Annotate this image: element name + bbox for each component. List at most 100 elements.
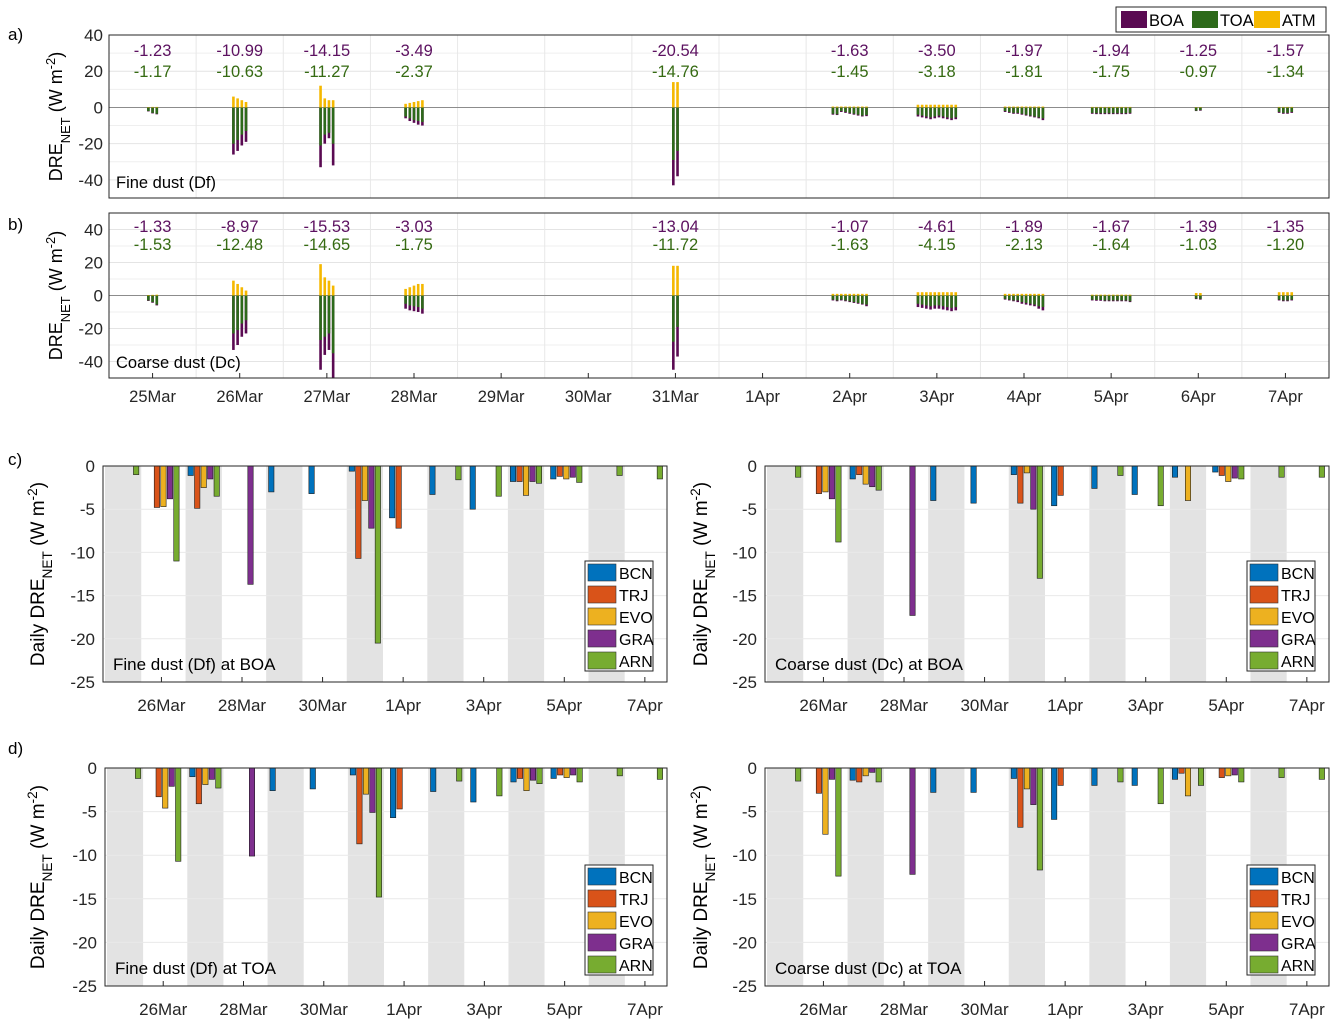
bar-arn bbox=[456, 767, 463, 782]
bar-bcn bbox=[1212, 465, 1219, 473]
legend-label-bcn: BCN bbox=[1281, 566, 1315, 583]
bar-atm bbox=[416, 283, 420, 296]
bar-toa bbox=[1194, 107, 1198, 111]
bar-evo bbox=[362, 767, 369, 795]
bar-arn bbox=[375, 767, 382, 898]
bar-evo bbox=[200, 465, 207, 488]
bar-toa bbox=[236, 107, 239, 141]
bar-atm bbox=[1282, 106, 1285, 108]
bar-bcn bbox=[348, 465, 355, 472]
bar-atm bbox=[404, 103, 407, 108]
x-tick-label: 26Mar bbox=[216, 388, 263, 406]
bar-bcn bbox=[970, 767, 977, 793]
y-tick-label: 0 bbox=[94, 98, 103, 117]
bar-toa bbox=[1103, 107, 1107, 114]
bar-toa bbox=[831, 107, 835, 114]
bar-evo bbox=[523, 767, 530, 791]
bar-atm bbox=[937, 292, 941, 296]
legend-swatch-evo bbox=[587, 607, 617, 626]
bar-bcn bbox=[930, 767, 937, 793]
x-tick-label: 4Apr bbox=[1007, 388, 1042, 406]
bar-bcn bbox=[1131, 767, 1138, 786]
bar-toa bbox=[155, 107, 159, 114]
bar-arn bbox=[875, 465, 882, 491]
bar-toa bbox=[319, 295, 322, 341]
legend-swatch-trj bbox=[587, 585, 617, 604]
bar-atm bbox=[1041, 106, 1045, 108]
bar-atm bbox=[331, 285, 335, 296]
y-tick-label: 0 bbox=[94, 287, 103, 306]
x-tick-label: 26Mar bbox=[139, 1000, 188, 1019]
bar-arn bbox=[795, 767, 802, 782]
bar-gra bbox=[207, 465, 214, 480]
bar-atm bbox=[240, 287, 244, 296]
y-tick-label: -5 bbox=[742, 500, 757, 519]
bar-atm bbox=[1008, 293, 1011, 296]
bar-atm bbox=[916, 292, 920, 296]
bar-toa bbox=[929, 107, 932, 118]
bar-toa bbox=[852, 295, 856, 303]
daily-boa-label: -1.07 bbox=[831, 218, 869, 236]
bar-toa bbox=[1090, 107, 1094, 113]
bar-toa bbox=[848, 107, 852, 113]
bar-arn bbox=[1117, 767, 1124, 783]
bar-arn bbox=[133, 465, 140, 475]
bar-arn bbox=[173, 465, 180, 562]
bar-gra bbox=[570, 767, 577, 776]
bar-arn bbox=[536, 767, 543, 784]
bar-toa bbox=[244, 295, 248, 321]
bar-atm bbox=[835, 293, 839, 296]
bar-atm bbox=[323, 277, 327, 296]
bar-gra bbox=[168, 767, 175, 787]
bar-arn bbox=[535, 465, 542, 484]
bar-atm bbox=[319, 264, 322, 296]
bar-atm bbox=[1290, 106, 1294, 108]
bar-atm bbox=[151, 294, 154, 296]
x-tick-label: 7Apr bbox=[1289, 696, 1325, 715]
bar-atm bbox=[1116, 294, 1119, 296]
bar-atm bbox=[1128, 106, 1132, 108]
bar-toa bbox=[1095, 295, 1098, 300]
daily-boa-label: -1.39 bbox=[1179, 218, 1217, 236]
bar-arn bbox=[835, 465, 842, 543]
bar-toa bbox=[1037, 107, 1040, 118]
x-tick-label: 7Apr bbox=[627, 696, 663, 715]
bar-trj bbox=[1017, 465, 1024, 504]
weekend-shading bbox=[427, 466, 464, 682]
panel-annotation: Fine dust (Df) bbox=[116, 174, 216, 192]
bar-atm bbox=[941, 104, 945, 108]
bar-bcn bbox=[470, 767, 477, 803]
legend-swatch-arn bbox=[587, 651, 617, 670]
bar-toa bbox=[835, 295, 839, 301]
x-tick-label: 1Apr bbox=[745, 388, 780, 406]
bar-bcn bbox=[349, 767, 356, 776]
y-tick-label: 0 bbox=[748, 759, 757, 778]
x-tick-label: 31Mar bbox=[652, 388, 699, 406]
legend-swatch-arn bbox=[1249, 955, 1279, 974]
bar-toa bbox=[1290, 295, 1294, 300]
bar-toa bbox=[1111, 295, 1115, 301]
daily-boa-label: -1.57 bbox=[1267, 42, 1305, 60]
bar-toa bbox=[920, 107, 924, 116]
bar-toa bbox=[933, 295, 937, 306]
daily-toa-label: -1.03 bbox=[1179, 236, 1217, 254]
bar-bcn bbox=[1172, 465, 1179, 478]
bar-toa bbox=[404, 107, 407, 117]
y-tick-label: -25 bbox=[72, 977, 97, 996]
bar-gra bbox=[369, 767, 376, 813]
legend-swatch-bcn bbox=[587, 563, 617, 582]
bar-bcn bbox=[389, 465, 396, 519]
legend-swatch-atm bbox=[1254, 11, 1280, 28]
bar-bcn bbox=[429, 465, 436, 495]
bar-bcn bbox=[1091, 767, 1098, 786]
legend-label-trj: TRJ bbox=[619, 892, 648, 909]
bar-atm bbox=[1095, 294, 1098, 296]
bar-toa bbox=[852, 107, 856, 114]
bar-atm bbox=[1003, 293, 1007, 296]
weekend-shading bbox=[507, 466, 545, 682]
daily-toa-label: -11.72 bbox=[653, 236, 699, 254]
legend-label-toa: TOA bbox=[1220, 12, 1254, 30]
legend-swatch-trj bbox=[587, 889, 617, 908]
